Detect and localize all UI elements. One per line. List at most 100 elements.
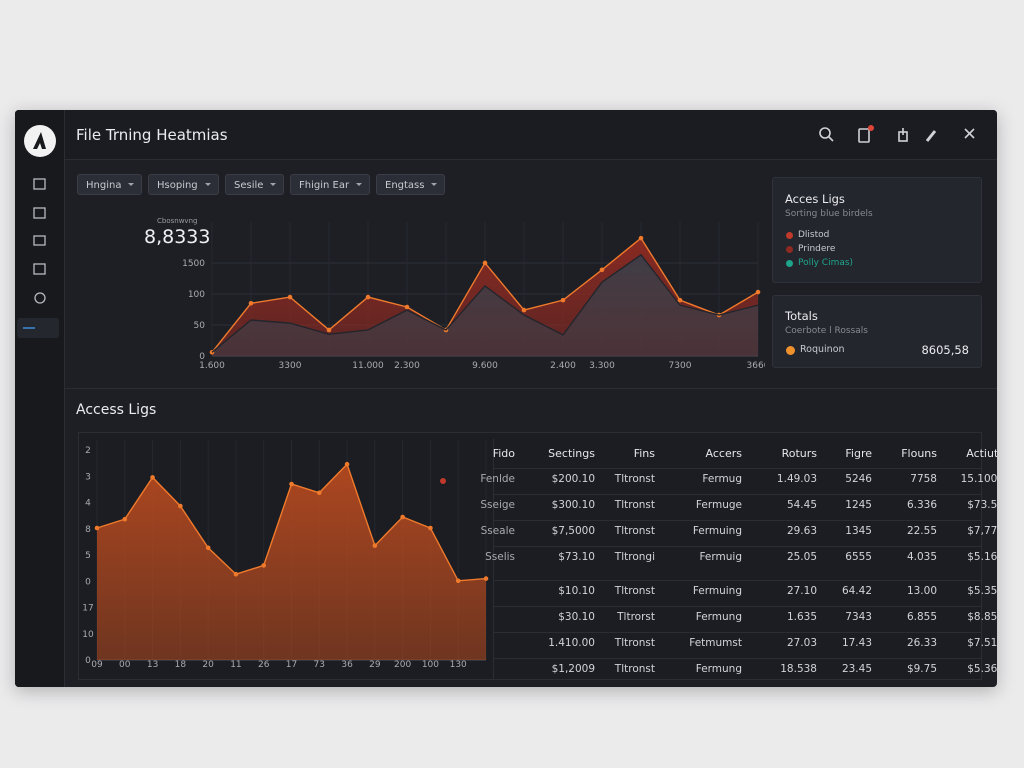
y-label: 3 bbox=[85, 472, 91, 482]
table-cell: $300.10 bbox=[551, 499, 595, 511]
table-cell: Tltronst bbox=[614, 637, 655, 649]
table-cell: 6.855 bbox=[906, 611, 937, 623]
nav-icon[interactable] bbox=[33, 263, 46, 275]
point bbox=[455, 578, 461, 584]
x-tick-label: 36 bbox=[341, 660, 353, 670]
row-line bbox=[493, 468, 982, 469]
legend-dot bbox=[786, 260, 793, 267]
y-label: 5 bbox=[85, 551, 91, 561]
divider bbox=[65, 388, 997, 389]
y-tick-label: 0 bbox=[199, 352, 205, 362]
filter-dropdown[interactable]: Hngina bbox=[77, 174, 143, 195]
row-label: Fenlde bbox=[480, 473, 515, 485]
y-label: 10 bbox=[82, 630, 94, 640]
area-chart: 0 50 100 1500 1.600 3300 11.000 2.300 9.600 2.400… bbox=[182, 222, 765, 371]
table-cell: Fermung bbox=[695, 611, 742, 623]
panel-subtitle: Sorting blue birdels bbox=[785, 209, 873, 219]
table-cell: $7,5000 bbox=[551, 525, 595, 537]
table-cell: $5.359 bbox=[967, 585, 997, 597]
point bbox=[560, 297, 566, 303]
point bbox=[400, 514, 405, 520]
row-line bbox=[493, 580, 982, 581]
table-cell: $30.10 bbox=[558, 611, 595, 623]
table-cell: Fermug bbox=[702, 473, 742, 485]
y-label: 4 bbox=[85, 499, 91, 509]
point bbox=[483, 576, 489, 581]
filter-dropdown[interactable]: Fhigin Ear bbox=[290, 174, 371, 195]
section-title: Access Ligs bbox=[76, 402, 157, 418]
table-cell: Tltronst bbox=[614, 663, 655, 675]
y-tick-label: 1500 bbox=[182, 259, 205, 269]
point bbox=[178, 503, 183, 509]
filter-dropdown[interactable]: Sesile bbox=[225, 174, 285, 195]
file-icon[interactable] bbox=[858, 128, 870, 143]
column-header[interactable]: Flouns bbox=[901, 447, 937, 460]
panel-subtitle: Coerbote l Rossals bbox=[785, 326, 868, 336]
x-tick-label: 3300 bbox=[279, 361, 302, 371]
row-label: Sselis bbox=[485, 551, 515, 563]
area bbox=[97, 464, 486, 660]
column-header[interactable]: Actiuts bbox=[966, 447, 997, 460]
y-label: 2 bbox=[85, 446, 91, 456]
table-cell: 22.55 bbox=[906, 525, 937, 537]
share-icon[interactable] bbox=[898, 128, 908, 142]
point bbox=[365, 294, 371, 300]
legend-dot bbox=[786, 246, 793, 253]
table-cell: Fermuing bbox=[692, 525, 742, 537]
filter-dropdown[interactable]: Engtass bbox=[376, 174, 446, 195]
close-icon[interactable] bbox=[964, 128, 975, 139]
x-tick-label: 2.400 bbox=[550, 361, 576, 371]
table-cell: $73.55 bbox=[967, 499, 997, 511]
point bbox=[755, 289, 761, 295]
y-label: 17 bbox=[82, 604, 93, 614]
app-window: File Trning Heatmias bbox=[15, 110, 997, 687]
x-tick-label: 20 bbox=[202, 660, 214, 670]
table-cell: Tltronst bbox=[614, 585, 655, 597]
column-header[interactable]: Sectings bbox=[548, 447, 595, 460]
table-cell: 27.10 bbox=[786, 585, 817, 597]
nav-icon[interactable] bbox=[33, 207, 46, 219]
panel-title: Totals bbox=[785, 309, 818, 323]
table-cell: $200.10 bbox=[551, 473, 595, 485]
table-cell: $7,773 bbox=[967, 525, 997, 537]
row-line bbox=[493, 606, 982, 607]
column-header[interactable]: Roturs bbox=[781, 447, 817, 460]
legend-label: Polly Cimas) bbox=[798, 258, 854, 268]
total-label: Roquinon bbox=[800, 344, 845, 355]
point bbox=[428, 525, 433, 531]
x-tick-label: 9.600 bbox=[472, 361, 498, 371]
table-cell: Tltronst bbox=[614, 499, 655, 511]
legend-dot bbox=[786, 346, 795, 355]
nav-icon[interactable] bbox=[33, 235, 46, 246]
column-header[interactable]: Fido bbox=[492, 447, 515, 460]
column-header[interactable]: Accers bbox=[705, 447, 742, 460]
point bbox=[94, 525, 100, 531]
point bbox=[521, 307, 527, 313]
point bbox=[638, 235, 644, 241]
x-tick-label: 7300 bbox=[669, 361, 692, 371]
search-icon[interactable] bbox=[819, 127, 834, 142]
edit-icon[interactable] bbox=[925, 130, 937, 142]
x-tick-label: 200 bbox=[394, 660, 411, 670]
y-label: 0 bbox=[85, 656, 91, 666]
table-cell: $7.513 bbox=[967, 637, 997, 649]
filter-dropdown[interactable]: Hsoping bbox=[148, 174, 219, 195]
column-header[interactable]: Fins bbox=[633, 447, 655, 460]
column-header[interactable]: Figre bbox=[845, 447, 872, 460]
x-tick-label: 1.600 bbox=[199, 361, 225, 371]
header-title: File Trning Heatmias bbox=[76, 126, 228, 144]
table-cell: 26.33 bbox=[906, 637, 937, 649]
point bbox=[326, 327, 332, 333]
nav-icon[interactable] bbox=[34, 292, 46, 304]
table-cell: 5246 bbox=[845, 473, 872, 485]
table-cell: Tltrorst bbox=[617, 611, 655, 623]
point bbox=[404, 304, 410, 310]
nav-active[interactable] bbox=[17, 318, 59, 338]
nav-icon[interactable] bbox=[33, 178, 46, 190]
x-tick-label: 26 bbox=[258, 660, 270, 670]
kpi-value: 8,8333 bbox=[144, 226, 211, 248]
table-cell: Tltrongi bbox=[614, 551, 655, 563]
point bbox=[344, 461, 350, 467]
table-cell: 18.538 bbox=[780, 663, 817, 675]
